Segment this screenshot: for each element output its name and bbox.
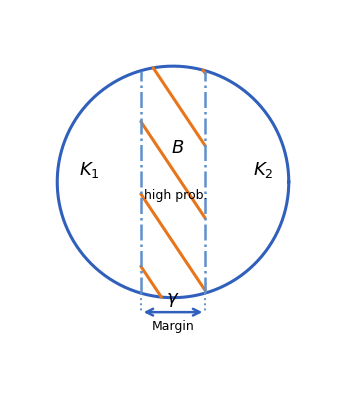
Text: $B$: $B$: [171, 138, 184, 156]
Text: $\gamma$: $\gamma$: [166, 290, 180, 308]
Text: high prob.: high prob.: [145, 189, 208, 202]
Text: $K_1$: $K_1$: [79, 160, 100, 179]
Text: Margin: Margin: [152, 319, 194, 332]
Text: $K_2$: $K_2$: [253, 160, 273, 179]
